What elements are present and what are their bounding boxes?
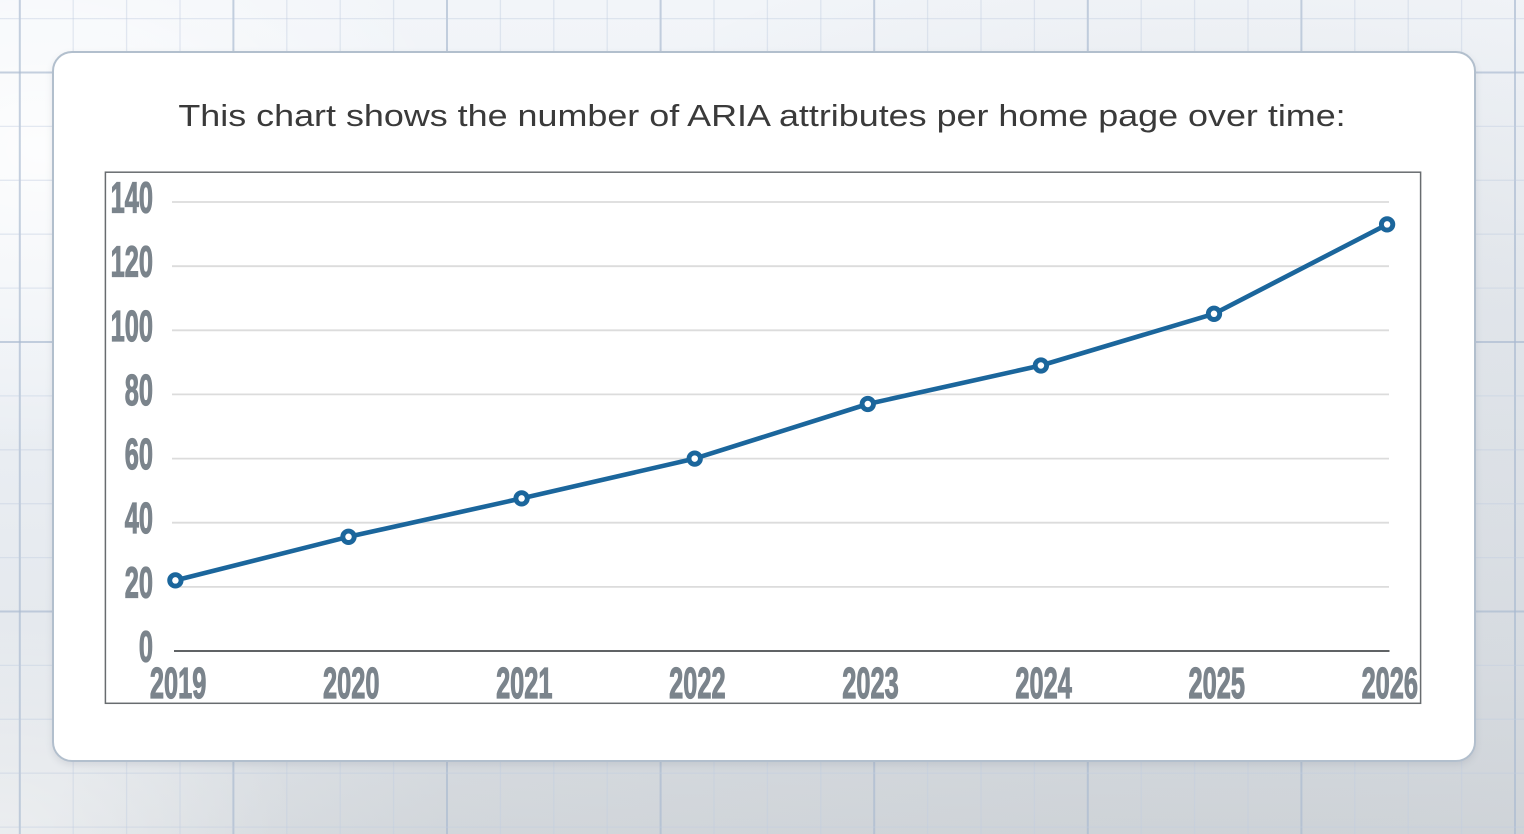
svg-text:20: 20 xyxy=(125,560,153,608)
svg-text:60: 60 xyxy=(125,431,153,479)
svg-text:40: 40 xyxy=(125,495,153,543)
svg-text:80: 80 xyxy=(125,367,153,415)
svg-text:100: 100 xyxy=(111,303,153,351)
svg-text:0: 0 xyxy=(139,624,153,672)
svg-text:140: 140 xyxy=(111,175,153,223)
svg-text:120: 120 xyxy=(111,239,153,287)
svg-text:2023: 2023 xyxy=(842,660,898,708)
svg-text:2026: 2026 xyxy=(1362,660,1418,708)
svg-text:2019: 2019 xyxy=(150,660,206,708)
svg-text:2022: 2022 xyxy=(669,660,725,708)
svg-text:2025: 2025 xyxy=(1188,660,1244,708)
svg-text:2020: 2020 xyxy=(323,660,379,708)
svg-text:2024: 2024 xyxy=(1015,660,1072,708)
svg-text:2021: 2021 xyxy=(496,660,552,708)
